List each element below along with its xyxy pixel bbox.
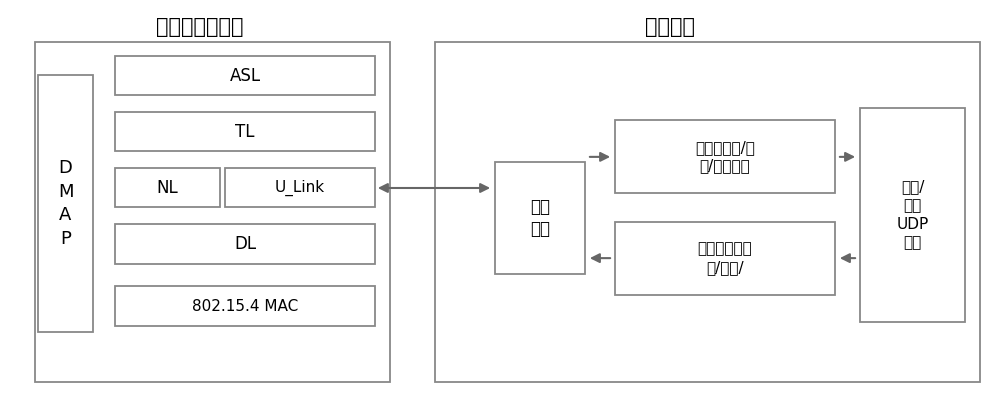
Bar bbox=[115, 286, 375, 326]
Text: TL: TL bbox=[235, 123, 255, 141]
Text: 无线电收发模块: 无线电收发模块 bbox=[156, 17, 244, 37]
Text: ASL: ASL bbox=[229, 67, 261, 85]
Bar bbox=[435, 42, 980, 382]
Text: 802.15.4 MAC: 802.15.4 MAC bbox=[192, 298, 298, 314]
Bar bbox=[115, 224, 375, 264]
Bar bbox=[495, 162, 585, 274]
Bar bbox=[115, 56, 375, 95]
Bar bbox=[615, 222, 835, 295]
Text: 网络数据包解
析/分段/: 网络数据包解 析/分段/ bbox=[698, 242, 752, 275]
Text: U_Link: U_Link bbox=[275, 180, 325, 196]
Bar bbox=[860, 108, 965, 322]
Bar bbox=[38, 75, 93, 332]
Text: 数据帧接收/重
组/封装模块: 数据帧接收/重 组/封装模块 bbox=[695, 140, 755, 173]
Text: DL: DL bbox=[234, 235, 256, 253]
Text: 路由模块: 路由模块 bbox=[645, 17, 695, 37]
Text: 串口
模块: 串口 模块 bbox=[530, 198, 550, 238]
Bar bbox=[35, 42, 390, 382]
Text: 接收/
发送
UDP
模块: 接收/ 发送 UDP 模块 bbox=[896, 179, 929, 250]
Bar bbox=[615, 120, 835, 193]
Bar bbox=[225, 168, 375, 208]
Text: D
M
A
P: D M A P bbox=[58, 159, 73, 248]
Text: NL: NL bbox=[157, 179, 178, 197]
Bar bbox=[115, 168, 220, 208]
Bar bbox=[115, 112, 375, 151]
